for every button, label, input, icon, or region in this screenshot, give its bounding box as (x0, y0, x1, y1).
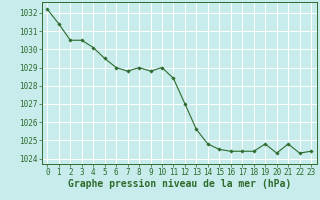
X-axis label: Graphe pression niveau de la mer (hPa): Graphe pression niveau de la mer (hPa) (68, 179, 291, 189)
